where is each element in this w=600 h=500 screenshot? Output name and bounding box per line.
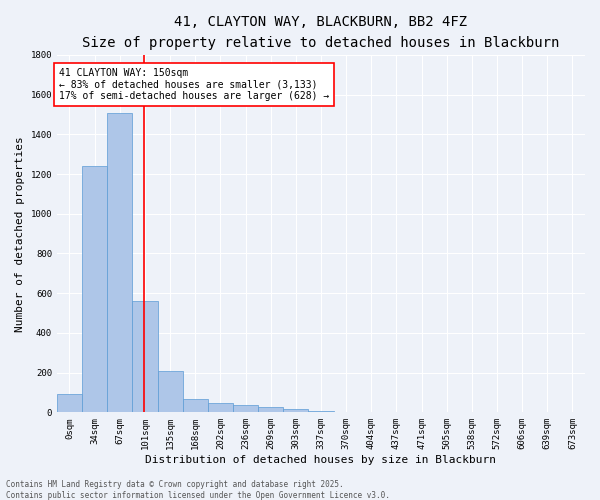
Bar <box>107 112 133 412</box>
Text: Contains HM Land Registry data © Crown copyright and database right 2025.
Contai: Contains HM Land Registry data © Crown c… <box>6 480 390 500</box>
Text: 41 CLAYTON WAY: 150sqm
← 83% of detached houses are smaller (3,133)
17% of semi-: 41 CLAYTON WAY: 150sqm ← 83% of detached… <box>59 68 329 101</box>
Bar <box>182 400 208 412</box>
Bar <box>308 410 334 412</box>
Bar <box>208 403 233 412</box>
Bar <box>158 370 182 412</box>
Bar <box>283 409 308 412</box>
Bar <box>57 394 82 412</box>
Bar <box>258 407 283 412</box>
Bar <box>233 405 258 412</box>
Bar <box>133 301 158 412</box>
X-axis label: Distribution of detached houses by size in Blackburn: Distribution of detached houses by size … <box>145 455 496 465</box>
Bar <box>82 166 107 412</box>
Y-axis label: Number of detached properties: Number of detached properties <box>15 136 25 332</box>
Title: 41, CLAYTON WAY, BLACKBURN, BB2 4FZ
Size of property relative to detached houses: 41, CLAYTON WAY, BLACKBURN, BB2 4FZ Size… <box>82 15 560 50</box>
